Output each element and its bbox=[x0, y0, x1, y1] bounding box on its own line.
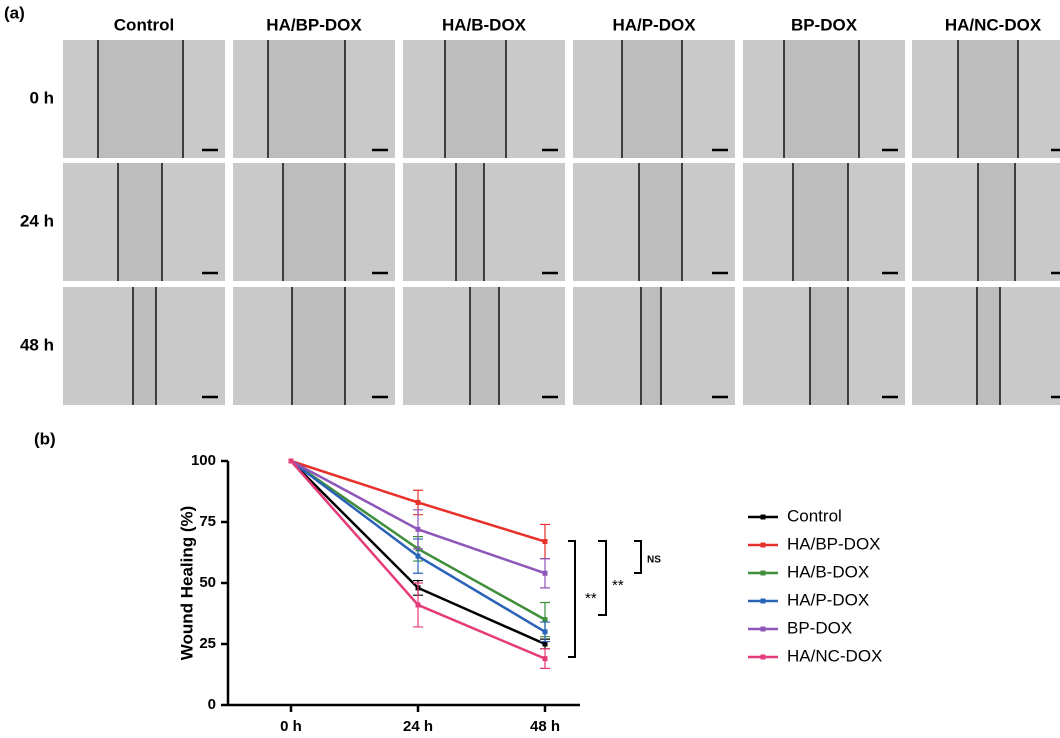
legend-marker bbox=[760, 570, 766, 576]
wound-gap bbox=[98, 40, 183, 158]
data-point bbox=[415, 553, 421, 559]
data-point bbox=[542, 570, 548, 576]
wound-gap bbox=[978, 163, 1015, 281]
data-point bbox=[542, 629, 548, 635]
y-tick-label: 25 bbox=[199, 635, 216, 652]
y-tick-label: 50 bbox=[199, 574, 216, 591]
column-header: HA/P-DOX bbox=[612, 15, 696, 34]
legend-marker bbox=[760, 542, 766, 548]
bracket bbox=[598, 540, 607, 616]
legend-marker bbox=[760, 514, 766, 520]
legend-label: HA/BP-DOX bbox=[787, 534, 881, 553]
column-header: BP-DOX bbox=[791, 15, 858, 34]
legend-marker bbox=[760, 626, 766, 632]
wound-gap bbox=[784, 40, 859, 158]
data-point bbox=[415, 526, 421, 532]
data-point bbox=[542, 617, 548, 623]
panel-label: (b) bbox=[34, 429, 56, 448]
y-axis-label: Wound Healing (%) bbox=[177, 506, 196, 661]
wound-gap bbox=[292, 287, 345, 405]
legend-label: HA/NC-DOX bbox=[787, 646, 882, 665]
bracket bbox=[568, 540, 576, 658]
legend-label: HA/B-DOX bbox=[787, 562, 869, 581]
annotation: ** bbox=[585, 590, 597, 607]
row-label: 24 h bbox=[20, 211, 54, 230]
data-point bbox=[542, 641, 548, 647]
row-label: 48 h bbox=[20, 335, 54, 354]
x-tick-label: 48 h bbox=[530, 718, 560, 735]
legend-marker bbox=[760, 598, 766, 604]
y-tick-label: 100 bbox=[191, 452, 216, 469]
image-grid: Control HA/BP-DOX HA/B-DOX HA/P-DOX BP-DOX HA… bbox=[20, 15, 1060, 405]
data-point bbox=[415, 499, 421, 505]
wound-gap bbox=[283, 163, 345, 281]
y-tick-label: 0 bbox=[208, 696, 216, 713]
annotation: ** bbox=[612, 577, 624, 594]
wound-gap bbox=[268, 40, 345, 158]
row-label: 0 h bbox=[29, 88, 54, 107]
legend-label: Control bbox=[787, 506, 842, 525]
wound-gap bbox=[622, 40, 682, 158]
wound-gap bbox=[133, 287, 156, 405]
legend-marker bbox=[760, 654, 766, 660]
column-header: HA/BP-DOX bbox=[266, 15, 362, 34]
legend-label: HA/P-DOX bbox=[787, 590, 869, 609]
legend-label: BP-DOX bbox=[787, 618, 852, 637]
wound-gap bbox=[958, 40, 1018, 158]
panel-label: (a) bbox=[4, 3, 25, 22]
wound-gap bbox=[641, 287, 661, 405]
column-header: HA/NC-DOX bbox=[945, 15, 1042, 34]
annotation: NS bbox=[647, 555, 661, 566]
wound-gap bbox=[456, 163, 484, 281]
wound-gap bbox=[810, 287, 848, 405]
wound-gap bbox=[470, 287, 499, 405]
column-header: HA/B-DOX bbox=[442, 15, 527, 34]
wound-gap bbox=[639, 163, 682, 281]
data-point bbox=[415, 602, 421, 608]
data-point bbox=[542, 656, 548, 662]
y-tick-label: 75 bbox=[199, 513, 216, 530]
data-point bbox=[542, 539, 548, 545]
column-header: Control bbox=[114, 15, 174, 34]
data-point bbox=[288, 458, 294, 464]
x-tick-label: 0 h bbox=[280, 718, 302, 735]
wound-gap bbox=[118, 163, 162, 281]
wound-gap bbox=[445, 40, 506, 158]
wound-gap bbox=[793, 163, 848, 281]
x-tick-label: 24 h bbox=[403, 718, 433, 735]
wound-gap bbox=[977, 287, 1000, 405]
chart: Wound Healing (%) ** ** NS 0 25 50 75 100 0 h… bbox=[177, 452, 882, 735]
bracket bbox=[634, 540, 642, 574]
